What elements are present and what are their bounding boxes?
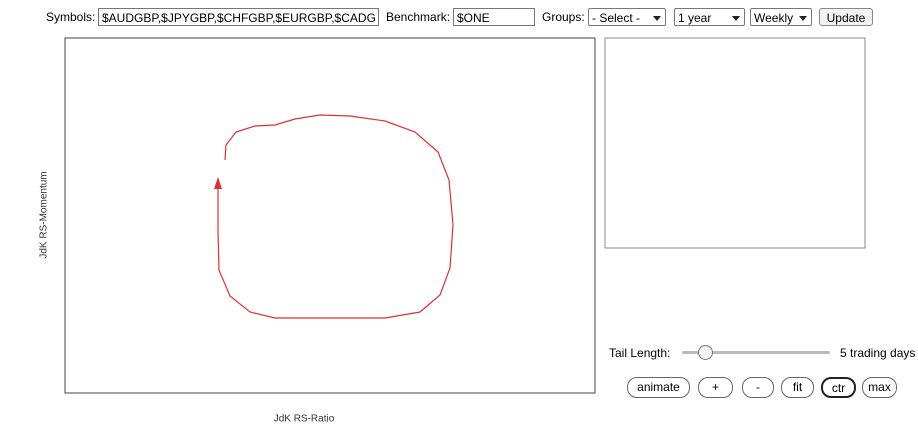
x-axis-label: JdK RS-Ratio (274, 414, 335, 424)
frequency-select[interactable]: Weekly (750, 8, 812, 26)
drawn-annotation (217, 114, 454, 319)
control-button[interactable]: fit (781, 377, 814, 398)
groups-label: Groups: (542, 10, 585, 24)
tail-value: 5 trading days (840, 346, 916, 360)
control-button[interactable]: - (742, 377, 774, 398)
groups-select[interactable]: - Select - (588, 8, 666, 26)
annotation-arrow (214, 177, 222, 189)
symbols-label: Symbols: (46, 10, 96, 24)
toolbar: Symbols: $AUDGBP,$JPYGBP,$CHFGBP,$EURGBP… (0, 8, 918, 30)
control-button[interactable]: + (698, 377, 733, 398)
y-axis-label: JdK RS-Momentum (39, 171, 50, 258)
tail-slider[interactable] (682, 351, 830, 354)
benchmark-label: Benchmark: (386, 10, 451, 24)
slider-thumb[interactable] (698, 345, 713, 360)
control-button[interactable]: animate (627, 377, 690, 398)
control-button[interactable]: ctr (821, 377, 856, 398)
benchmark-input[interactable]: $ONE (453, 8, 535, 26)
plot-frame (64, 37, 596, 394)
tail-label: Tail Length: (609, 346, 671, 360)
update-button[interactable]: Update (819, 8, 873, 26)
symbols-input[interactable]: $AUDGBP,$JPYGBP,$CHFGBP,$EURGBP,$CADG (98, 8, 379, 26)
control-button[interactable]: max (862, 377, 897, 398)
side-frame (604, 37, 866, 249)
period-select[interactable]: 1 year (674, 8, 745, 26)
